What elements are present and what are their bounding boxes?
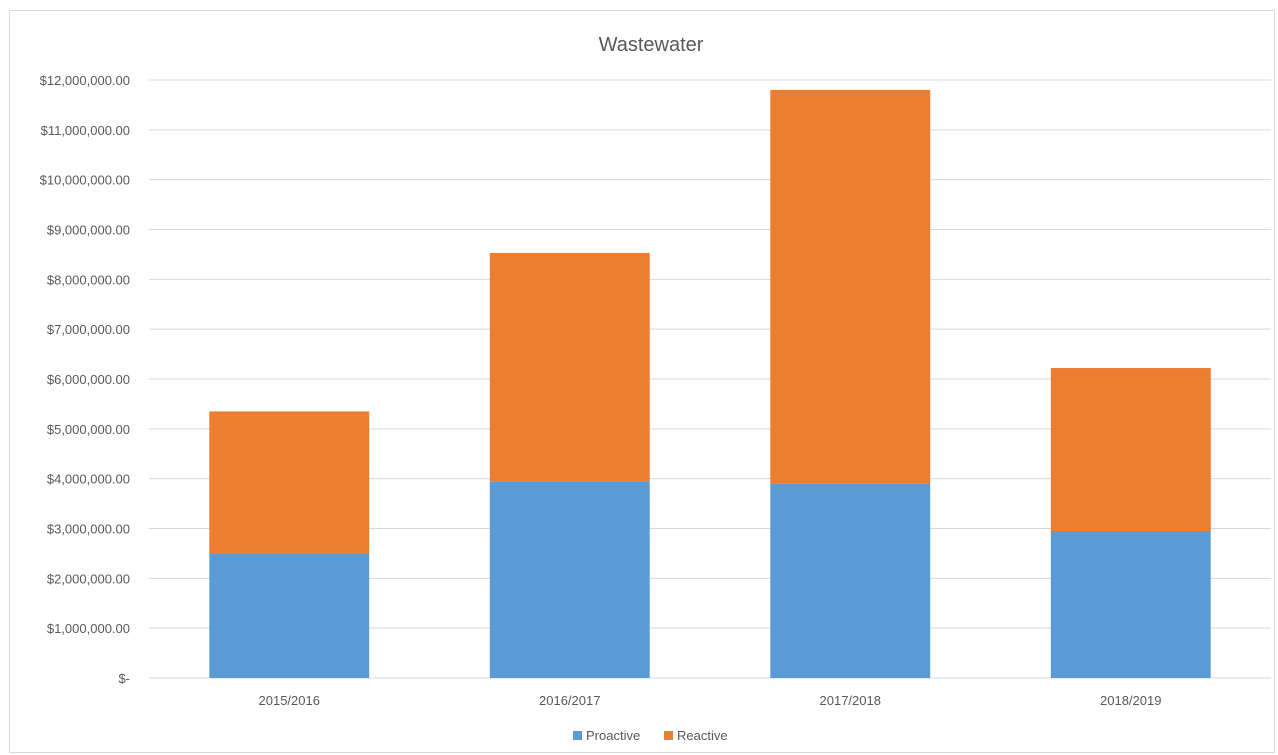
y-tick-label: $8,000,000.00 [47, 272, 130, 287]
bars [209, 89, 1211, 678]
legend-label: Reactive [677, 728, 728, 743]
bar-proactive-2017-2018 [770, 483, 931, 678]
legend-item-proactive: Proactive [573, 728, 640, 743]
legend-item-reactive: Reactive [664, 728, 728, 743]
bar-proactive-2015-2016 [209, 553, 370, 678]
y-axis-tick-labels: $- $1,000,000.00 $2,000,000.00 $3,000,000.0… [40, 73, 130, 686]
y-tick-label: $- [118, 671, 130, 686]
x-tick-label: 2017/2018 [820, 693, 881, 708]
y-tick-label: $7,000,000.00 [47, 322, 130, 337]
y-tick-label: $6,000,000.00 [47, 372, 130, 387]
bar-reactive-2016-2017 [489, 252, 650, 482]
bar-reactive-2017-2018 [770, 89, 931, 484]
legend-swatch [664, 731, 673, 740]
bar-proactive-2018-2019 [1050, 530, 1211, 678]
x-tick-label: 2018/2019 [1100, 693, 1161, 708]
y-tick-label: $1,000,000.00 [47, 621, 130, 636]
legend: Proactive Reactive [573, 728, 728, 743]
legend-label: Proactive [586, 728, 640, 743]
y-tick-label: $9,000,000.00 [47, 223, 130, 238]
y-tick-label: $3,000,000.00 [47, 522, 130, 537]
y-tick-label: $2,000,000.00 [47, 571, 130, 586]
chart-title: Wastewater [599, 34, 704, 56]
y-tick-label: $5,000,000.00 [47, 422, 130, 437]
legend-swatch [573, 731, 582, 740]
bar-proactive-2016-2017 [489, 481, 650, 678]
x-tick-label: 2015/2016 [259, 693, 320, 708]
x-tick-label: 2016/2017 [539, 693, 600, 708]
bar-reactive-2015-2016 [209, 411, 370, 554]
y-tick-label: $10,000,000.00 [40, 173, 130, 188]
y-tick-label: $12,000,000.00 [40, 73, 130, 88]
y-tick-label: $4,000,000.00 [47, 472, 130, 487]
x-axis-tick-labels: 2015/2016 2016/2017 2017/2018 2018/2019 [259, 693, 1162, 708]
y-tick-label: $11,000,000.00 [41, 123, 130, 138]
bar-reactive-2018-2019 [1050, 368, 1211, 531]
